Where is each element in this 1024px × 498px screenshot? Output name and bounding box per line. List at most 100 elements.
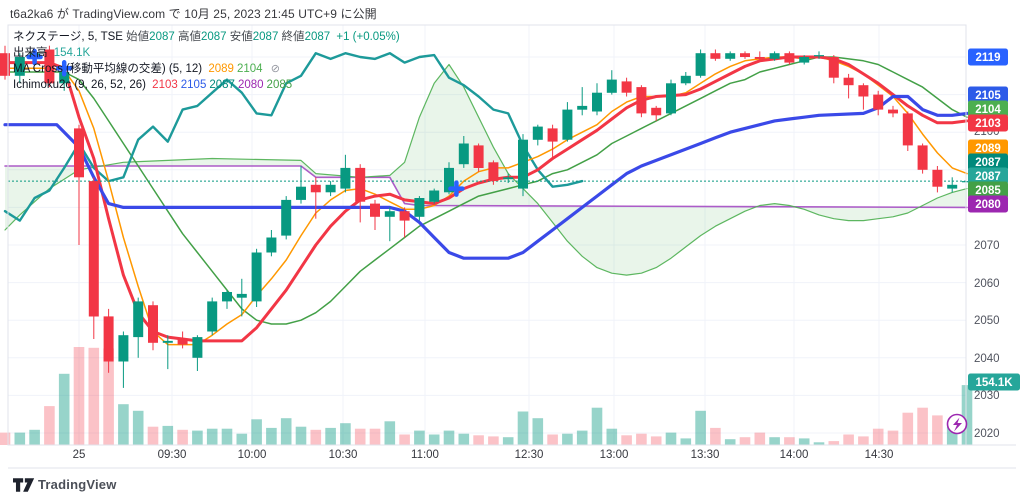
- volume-bar: [473, 435, 484, 445]
- candle-body: [680, 75, 691, 84]
- price-tick-label: 2060: [974, 278, 1000, 290]
- price-pill-label: 2085: [975, 185, 1001, 197]
- volume-bar: [636, 433, 647, 445]
- volume-bar: [680, 438, 692, 445]
- time-tick-label[interactable]: 09:30: [158, 449, 187, 461]
- price-pill-label: 2087: [975, 157, 1001, 169]
- candle-body: [710, 53, 721, 59]
- candle-body: [384, 211, 395, 217]
- volume-bar: [221, 428, 233, 445]
- time-tick-label[interactable]: 14:30: [865, 449, 894, 461]
- volume-bar: [843, 434, 854, 445]
- volume-bar: [0, 432, 11, 445]
- footer: TradingView: [0, 470, 1024, 498]
- candle-body: [310, 184, 321, 193]
- ohlc-value: 2087: [252, 31, 279, 43]
- ohlc-label: 安値: [226, 31, 253, 43]
- price-pill: [968, 114, 1008, 132]
- ichimoku-title[interactable]: Ichimoku2c (9, 26, 52, 26): [13, 79, 146, 91]
- volume-bar: [902, 412, 914, 445]
- time-tick-label[interactable]: 13:00: [600, 449, 629, 461]
- candle-body: [192, 337, 203, 358]
- time-tick-label[interactable]: 14:00: [780, 449, 809, 461]
- price-pill: [968, 48, 1008, 66]
- volume-bar: [784, 437, 795, 445]
- candle-body: [370, 203, 380, 217]
- candle-body: [222, 292, 232, 302]
- ohlc-label: 終値: [278, 31, 305, 43]
- volume-bar: [236, 433, 248, 445]
- volume-bar: [310, 429, 322, 445]
- volume-bar: [325, 427, 336, 445]
- indicator-value: 2089: [208, 63, 234, 75]
- candle-body: [0, 53, 10, 76]
- indicator-value: 2080: [237, 79, 264, 91]
- time-tick-label[interactable]: 25: [73, 449, 86, 461]
- volume-bar: [858, 436, 869, 445]
- candle-body: [325, 184, 336, 193]
- publish-caption: t6a2ka6 が TradingView.com で 10月 25, 2023…: [10, 7, 377, 21]
- time-tick-label[interactable]: 11:00: [411, 449, 439, 461]
- volume-bar: [695, 410, 706, 445]
- candle-body: [133, 301, 144, 338]
- legend-ma-cross-row[interactable]: MA Cross (移動平均線の交差) (5, 12) 2089 2104 ⊘: [13, 61, 400, 77]
- candle-body: [518, 139, 528, 189]
- volume-bar: [443, 430, 455, 445]
- price-tick-label: 2020: [974, 428, 1000, 440]
- candle-body: [799, 57, 810, 63]
- candle-body: [695, 53, 706, 76]
- candle-body: [473, 145, 484, 168]
- price-tick-label: 2040: [974, 353, 1000, 365]
- legend-volume-row[interactable]: 出来高 154.1K: [13, 45, 400, 61]
- candle-body: [74, 128, 84, 178]
- candle-body: [148, 305, 158, 343]
- tradingview-brand[interactable]: TradingView: [38, 477, 117, 492]
- price-chart-pane[interactable]: 2100207020602050204020302020211921052104…: [0, 0, 1024, 470]
- tradingview-logo-icon[interactable]: [13, 476, 35, 494]
- flash-icon[interactable]: [946, 413, 968, 435]
- time-tick-label[interactable]: 10:00: [238, 449, 267, 461]
- candle-body: [488, 162, 499, 182]
- ohlc-value: 2087: [149, 31, 175, 43]
- volume-bar: [29, 429, 40, 445]
- volume-bar: [384, 421, 396, 445]
- volume-bar: [147, 426, 159, 445]
- symbol-title[interactable]: ネクステージ, 5, TSE: [13, 31, 123, 43]
- volume-bar: [932, 415, 943, 445]
- volume-bar: [414, 430, 425, 445]
- price-pill: [968, 181, 1008, 199]
- volume-bar: [428, 434, 440, 445]
- legend-symbol-row[interactable]: ネクステージ, 5, TSE 始値2087 高値2087 安値2087 終値20…: [13, 29, 400, 45]
- indicator-value: 2104: [236, 63, 263, 75]
- time-tick-label[interactable]: 10:30: [329, 449, 358, 461]
- volume-label: 出来高: [13, 47, 48, 59]
- candle-body: [355, 167, 366, 202]
- candle-body: [103, 316, 114, 362]
- candle-body: [251, 252, 262, 302]
- time-tick-label[interactable]: 12:30: [515, 449, 544, 461]
- candle-body: [444, 167, 454, 193]
- volume-bar: [946, 426, 958, 445]
- candle-body: [118, 335, 129, 362]
- volume-bar: [769, 437, 780, 445]
- ohlc-value: 2087: [200, 31, 227, 43]
- candle-body: [577, 105, 588, 110]
- candle-body: [281, 199, 292, 236]
- kijun-line: [3, 94, 969, 260]
- candle-body: [592, 92, 602, 112]
- volume-bar: [798, 438, 810, 445]
- time-tick-label[interactable]: 13:30: [691, 449, 720, 461]
- candle-body: [562, 109, 573, 140]
- volume-bar: [517, 411, 529, 445]
- ma-cross-marker-icon: [55, 60, 73, 77]
- price-pill: [968, 373, 1020, 391]
- ma-cross-marker-icon: [448, 180, 465, 197]
- volume-bar: [14, 432, 26, 445]
- volume-bar: [754, 432, 766, 445]
- hide-indicator-icon[interactable]: ⊘: [270, 63, 280, 75]
- ma-cross-title[interactable]: MA Cross (移動平均線の交差) (5, 12): [13, 63, 203, 75]
- legend-ichimoku-row[interactable]: Ichimoku2c (9, 26, 52, 26) 2103 2105 2087 2…: [13, 77, 400, 93]
- volume-bar: [369, 428, 381, 445]
- volume-bar: [961, 385, 973, 445]
